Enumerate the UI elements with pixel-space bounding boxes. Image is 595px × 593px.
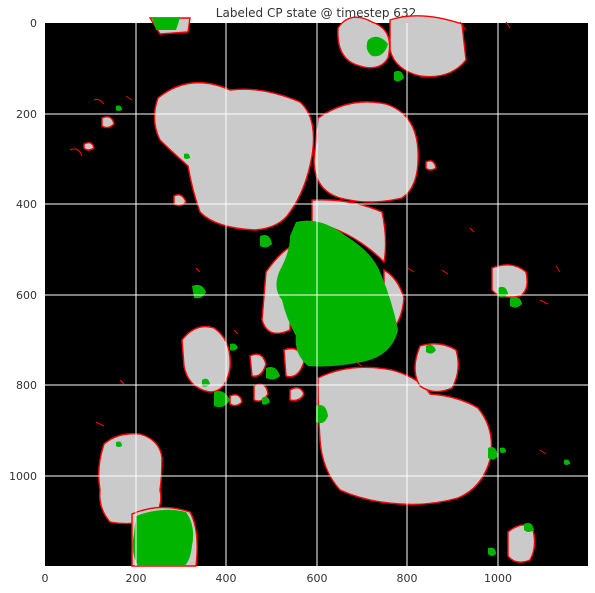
x-tick-label: 400	[216, 572, 237, 585]
y-axis-ticks: 0 200 400 600 800 1000	[9, 17, 37, 483]
plot-title: Labeled CP state @ timestep 632	[216, 6, 416, 20]
x-tick-label: 1000	[484, 572, 512, 585]
x-tick-label: 200	[126, 572, 147, 585]
y-tick-label: 1000	[9, 470, 37, 483]
x-tick-label: 0	[42, 572, 49, 585]
y-tick-label: 200	[16, 108, 37, 121]
y-tick-label: 800	[16, 379, 37, 392]
grid	[45, 23, 588, 566]
x-axis-ticks: 0 200 400 600 800 1000	[42, 572, 513, 585]
y-tick-label: 600	[16, 289, 37, 302]
x-tick-label: 800	[397, 572, 418, 585]
y-tick-label: 0	[30, 17, 37, 30]
y-tick-label: 400	[16, 198, 37, 211]
boundary-fragments	[69, 21, 561, 455]
x-tick-label: 600	[307, 572, 328, 585]
